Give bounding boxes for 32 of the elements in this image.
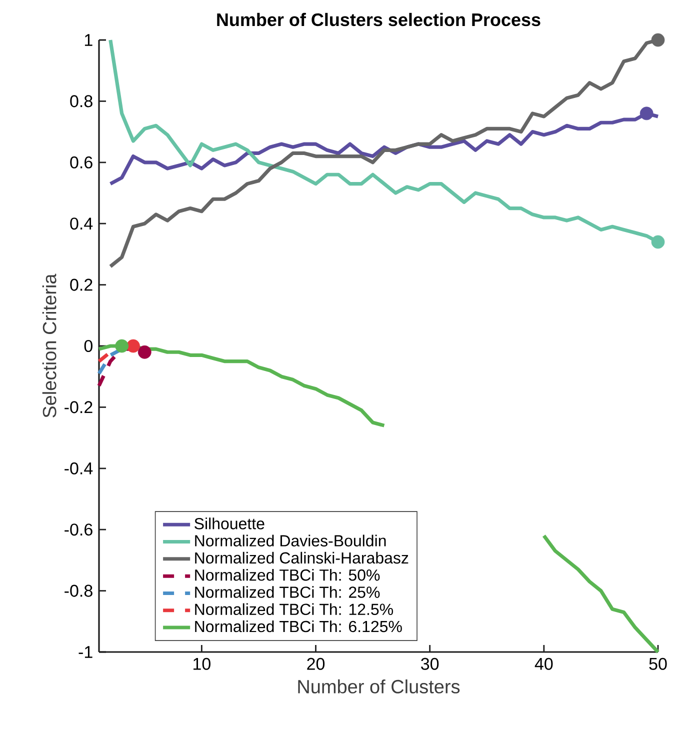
legend-label: Silhouette bbox=[194, 518, 264, 530]
legend-label: Normalized Calinski-Harabasz bbox=[195, 552, 408, 564]
y-tick-label: -0.2 bbox=[64, 401, 92, 414]
x-tick-label: 10 bbox=[194, 658, 210, 670]
y-tick-label: 0 bbox=[84, 340, 92, 352]
point bbox=[651, 235, 665, 249]
point bbox=[640, 106, 654, 120]
x-tick-label: 50 bbox=[649, 658, 667, 670]
y-tick-label: -0.4 bbox=[64, 462, 93, 474]
y-axis-title: Selection Criteria bbox=[42, 274, 56, 418]
x-axis-title: Number of Clusters bbox=[298, 679, 460, 694]
legend-label: Normalized Davies-Bouldin bbox=[195, 534, 386, 546]
y-tick-label: -0.8 bbox=[64, 584, 92, 597]
legend-label: Normalized TBCi Th: 25% bbox=[195, 586, 380, 598]
y-tick-label: 0.6 bbox=[70, 156, 92, 168]
chart-title: Number of Clusters selection Process bbox=[217, 12, 540, 26]
y-tick-label: -1 bbox=[78, 646, 92, 658]
point bbox=[651, 33, 665, 47]
y-tick-label: -0.6 bbox=[64, 524, 92, 536]
point bbox=[138, 345, 152, 359]
legend-label: Normalized TBCi Th: 50% bbox=[195, 569, 380, 581]
legend-label: Normalized TBCi Th: 12.5% bbox=[195, 603, 394, 616]
y-tick-label: 1 bbox=[84, 34, 92, 46]
x-tick-label: 40 bbox=[534, 658, 553, 670]
y-tick-label: 0.4 bbox=[70, 218, 93, 230]
point bbox=[126, 339, 140, 353]
x-tick-label: 20 bbox=[307, 658, 325, 670]
point bbox=[115, 339, 129, 353]
y-tick-label: 0.8 bbox=[70, 95, 92, 108]
legend-label: Normalized TBCi Th: 6.125% bbox=[195, 620, 402, 632]
x-tick-label: 30 bbox=[421, 658, 439, 670]
y-tick-label: 0.2 bbox=[70, 278, 92, 291]
